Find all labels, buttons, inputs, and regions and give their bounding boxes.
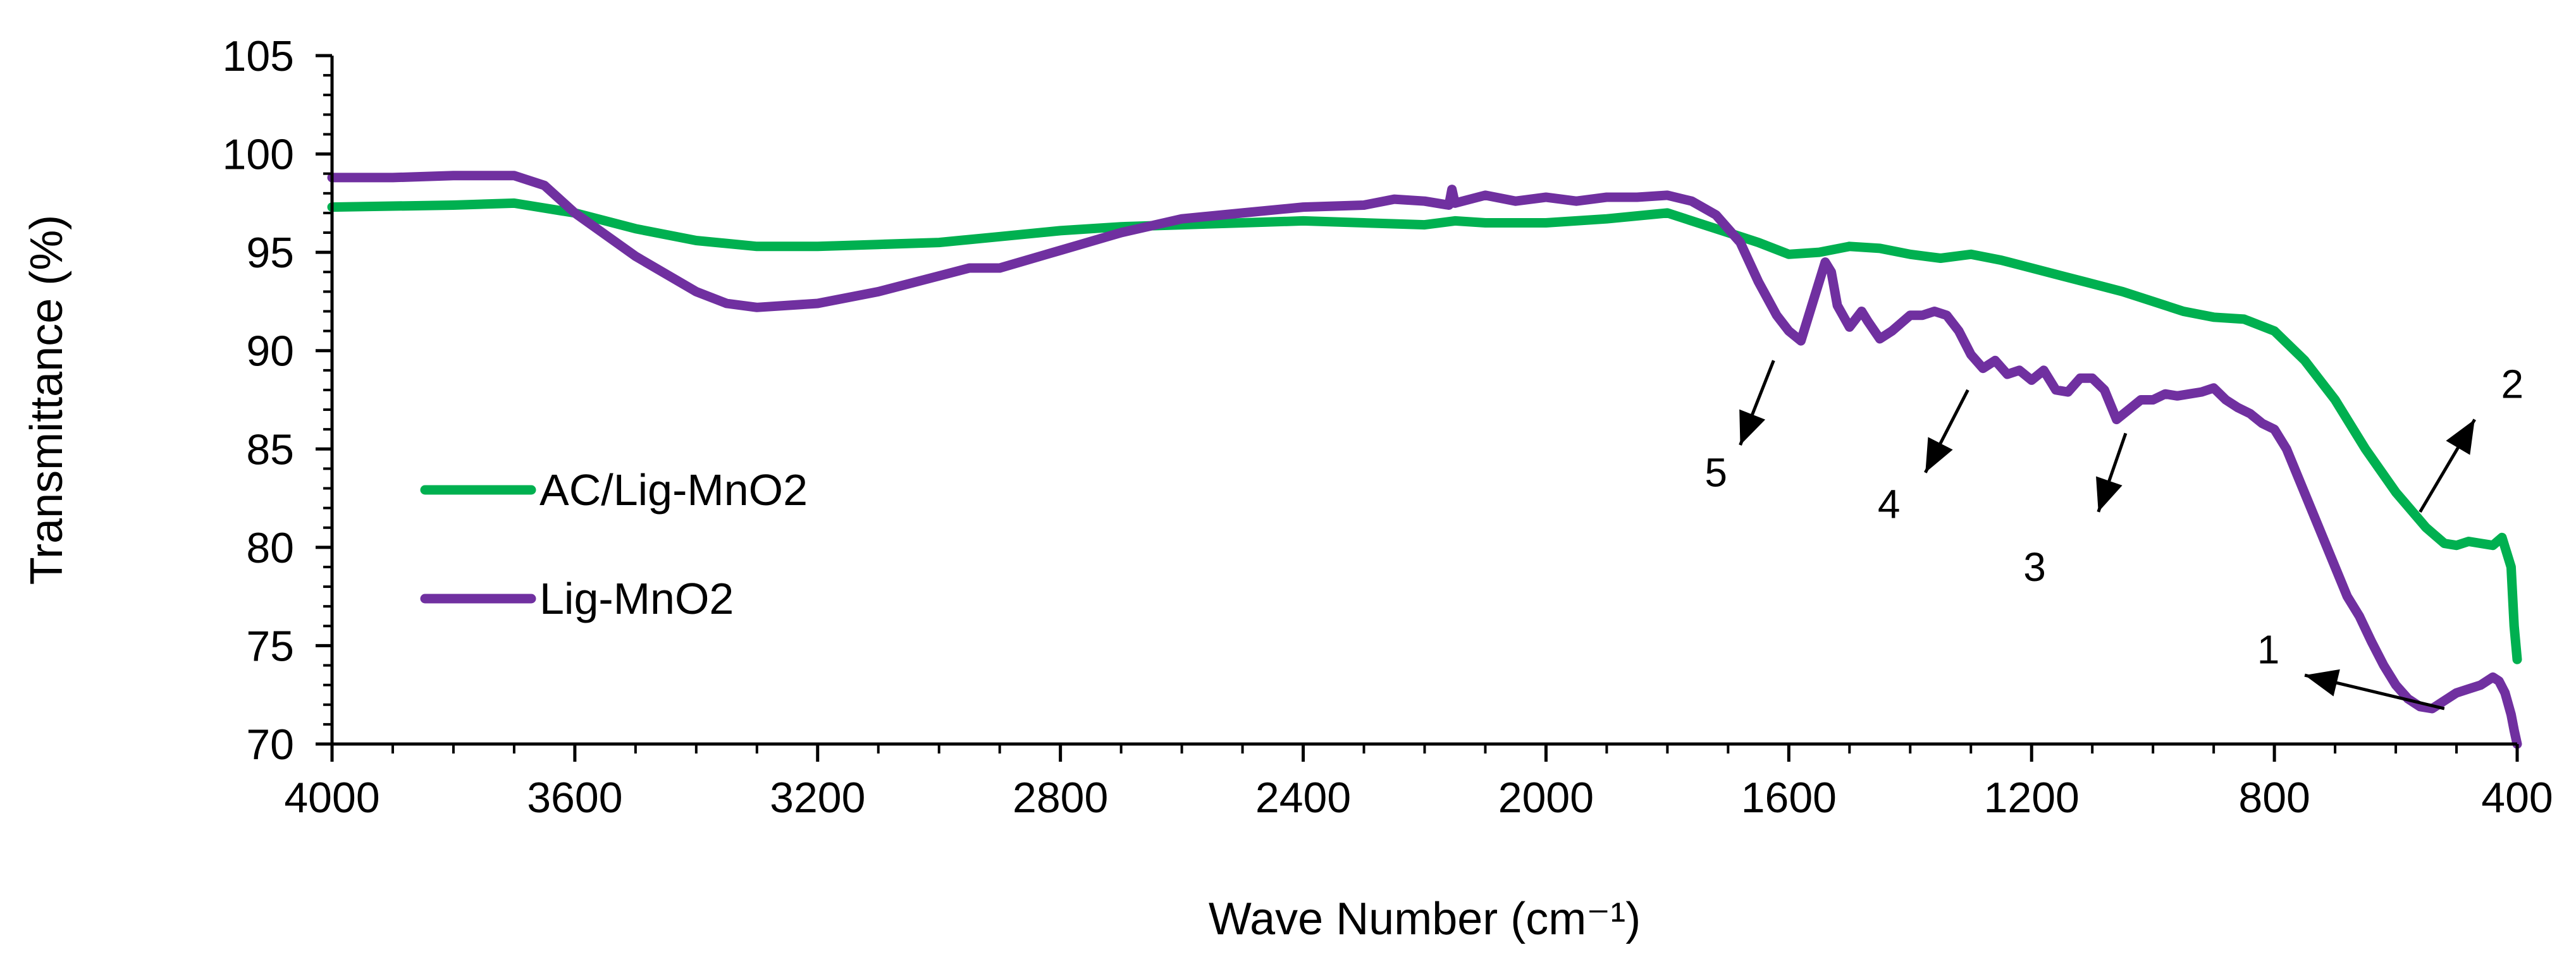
annotation-label: 5	[1704, 450, 1727, 496]
plot-series-group	[327, 171, 2522, 749]
y-tick-label: 105	[223, 32, 294, 80]
y-tick-label: 80	[246, 524, 294, 572]
annotation-label: 4	[1878, 481, 1901, 527]
legend-label: Lig-MnO2	[539, 574, 734, 623]
axes-group	[330, 56, 2517, 746]
annotation-arrow-head	[2305, 669, 2340, 697]
y-tick-label: 100	[223, 131, 294, 179]
series-line-lig-mno2	[327, 171, 2522, 749]
y-tick-label: 85	[246, 425, 294, 473]
annotation-arrow-head	[2446, 419, 2475, 455]
x-tick-label: 2000	[1498, 774, 1594, 822]
x-tick-label: 3200	[770, 774, 865, 822]
legend-label: AC/Lig-MnO2	[539, 465, 808, 515]
series-line-ac-lig-mno2	[327, 198, 2522, 664]
annotation-arrow-head	[1739, 409, 1766, 446]
y-tick-label: 70	[246, 721, 294, 769]
y-ticks-group: 70 75 80 85 90 95 100 105	[223, 32, 332, 769]
legend: AC/Lig-MnO2 Lig-MnO2	[420, 465, 808, 623]
x-tick-label: 400	[2481, 774, 2553, 822]
y-tick-label: 90	[246, 327, 294, 375]
annotation-label: 3	[2023, 544, 2046, 590]
y-tick-label: 95	[246, 229, 294, 277]
annotation-label: 1	[2257, 627, 2280, 673]
y-axis-title: Transmittance (%)	[22, 215, 72, 585]
annotations-group: 1 2 3 4 5	[1704, 360, 2524, 711]
x-tick-label: 3600	[527, 774, 622, 822]
x-tick-label: 800	[2238, 774, 2310, 822]
annotation-arrow-head	[2096, 476, 2123, 512]
x-tick-label: 1200	[1984, 774, 2080, 822]
x-tick-label: 4000	[284, 774, 379, 822]
x-tick-label: 2800	[1013, 774, 1108, 822]
annotation-arrow-head	[1925, 437, 1953, 473]
annotation-label: 2	[2501, 362, 2524, 407]
x-axis-title: Wave Number (cm⁻¹)	[1209, 894, 1641, 944]
x-tick-label: 2400	[1255, 774, 1351, 822]
x-ticks-group: 4000 3600 3200 2800 2400 2000 1600 1200 800 400	[284, 744, 2553, 822]
y-tick-label: 75	[246, 622, 294, 670]
x-tick-label: 1600	[1741, 774, 1837, 822]
